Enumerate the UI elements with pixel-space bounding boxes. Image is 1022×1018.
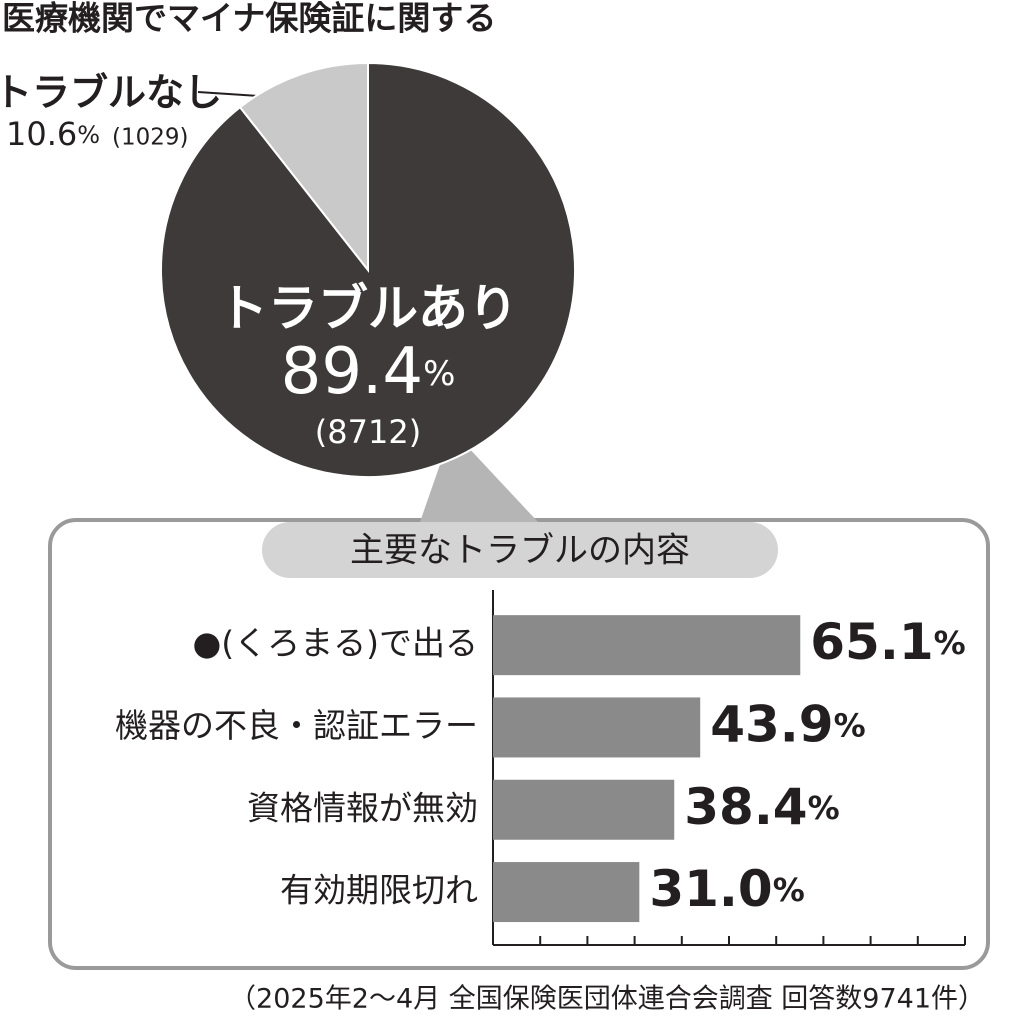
footnote: （2025年2～4月 全国保険医団体連合会調査 回答数9741件）	[229, 984, 985, 1015]
slice-count: (8712)	[315, 413, 421, 451]
bar	[493, 615, 801, 676]
pie-slice	[238, 61, 369, 273]
panel-header	[262, 522, 778, 578]
slice-label: トラブルなし	[0, 71, 222, 115]
slice-value: 10.6%	[6, 115, 100, 153]
category-label: 資格情報が無効	[247, 788, 478, 827]
slice-label: トラブルあり	[218, 280, 518, 338]
value-label: 65.1%	[810, 613, 965, 671]
bar	[493, 779, 675, 840]
bar-title: 主要なトラブルの内容	[350, 531, 690, 571]
category-label: 有効期限切れ	[280, 871, 478, 910]
chart-title: 医療機関でマイナ保険証に関する	[2, 0, 496, 38]
bar	[493, 862, 640, 923]
value-label: 43.9%	[710, 695, 865, 753]
value-label: 38.4%	[684, 777, 839, 835]
slice-value: 89.4%	[281, 335, 456, 409]
value-label: 31.0%	[649, 860, 804, 918]
bar	[493, 697, 701, 758]
category-label: ●(くろまる)で出る	[192, 624, 478, 663]
slice-count: (1029)	[112, 125, 188, 151]
category-label: 機器の不良・認証エラー	[115, 706, 478, 745]
